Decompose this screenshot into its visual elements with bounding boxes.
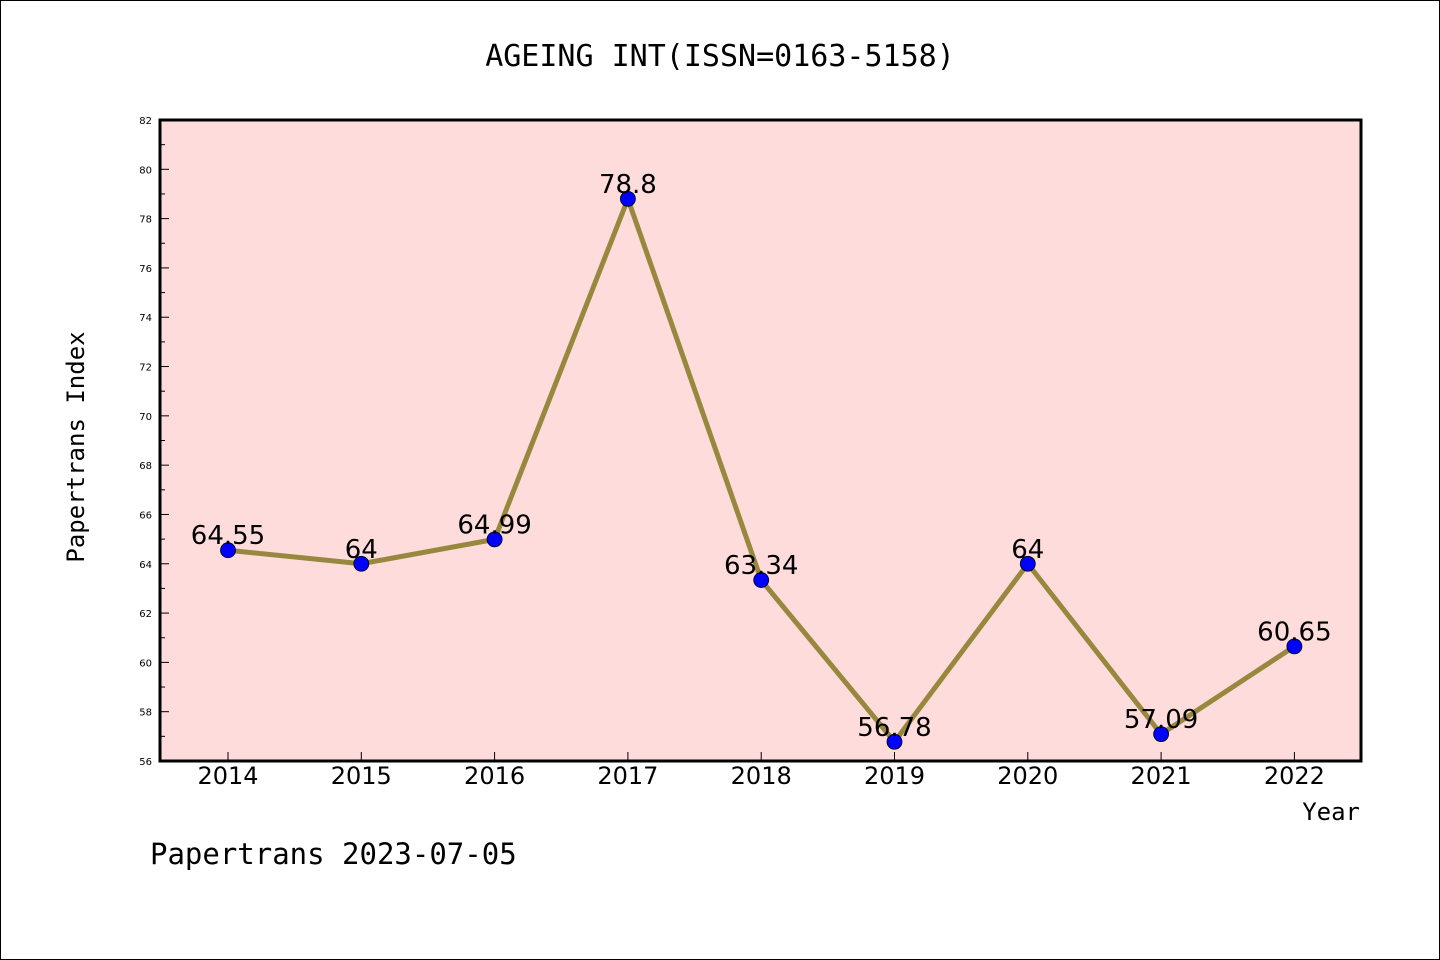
data-point-2017 [620, 190, 636, 207]
data-point-2015 [353, 555, 370, 572]
data-point-2018 [753, 572, 770, 588]
x-tick-label-2018: 2018 [731, 762, 792, 790]
plot-area [160, 120, 1361, 761]
data-point-2022 [1286, 638, 1303, 655]
x-tick-label-2022: 2022 [1264, 762, 1325, 790]
y-tick-label-64: 64 [139, 560, 152, 571]
data-label-2021: 57.09 [1124, 705, 1198, 735]
x-tick-label-2019: 2019 [864, 762, 925, 790]
plot-border [158, 118, 1363, 763]
y-tick-label-56: 56 [139, 757, 152, 768]
data-label-2015: 64 [345, 535, 378, 565]
x-tick-label-2016: 2016 [464, 762, 525, 790]
footer-text: Papertrans 2023-07-05 [150, 837, 517, 871]
data-label-2019: 56.78 [857, 713, 931, 743]
y-tick-label-80: 80 [139, 165, 152, 176]
y-tick-label-74: 74 [139, 313, 152, 324]
data-point-2021 [1153, 726, 1169, 743]
y-tick-label-58: 58 [139, 708, 152, 719]
x-axis-label: Year [1302, 798, 1360, 826]
data-label-2018: 63.34 [724, 551, 798, 581]
y-axis-label: Papertrans Index [62, 331, 90, 562]
data-label-2020: 64 [1011, 535, 1044, 565]
series-markers [220, 190, 1303, 750]
y-tick-label-72: 72 [139, 363, 152, 374]
x-tick-label-2021: 2021 [1131, 762, 1192, 790]
x-tick-label-2017: 2017 [597, 762, 658, 790]
y-tick-label-62: 62 [139, 609, 152, 620]
data-labels: 64.55 64 64.99 78.8 63.34 56.78 64 57.09 60.65 [191, 170, 1332, 743]
y-tick-label-66: 66 [139, 510, 152, 521]
x-tick-label-2020: 2020 [997, 762, 1058, 790]
y-tick-label-70: 70 [139, 412, 152, 423]
data-label-2017: 78.8 [599, 170, 657, 200]
data-label-2014: 64.55 [191, 521, 265, 551]
y-tick-label-82: 82 [139, 116, 152, 127]
data-label-2016: 64.99 [457, 510, 531, 540]
data-point-2020 [1019, 555, 1036, 572]
x-tick-label-2015: 2015 [331, 762, 392, 790]
y-tick-label-76: 76 [139, 264, 152, 275]
data-label-2022: 60.65 [1257, 617, 1331, 647]
y-tick-label-68: 68 [139, 461, 152, 472]
chart-title: AGEING INT(ISSN=0163-5158) [485, 39, 955, 74]
y-tick-label-60: 60 [139, 658, 152, 669]
y-tick-label-78: 78 [139, 215, 152, 226]
data-point-2014 [220, 542, 236, 559]
x-axis: 2014 2015 2016 2017 2018 2019 2020 2021 2022 [197, 752, 1325, 790]
data-point-2016 [486, 531, 503, 548]
data-point-2019 [886, 733, 903, 750]
x-tick-label-2014: 2014 [197, 762, 258, 790]
